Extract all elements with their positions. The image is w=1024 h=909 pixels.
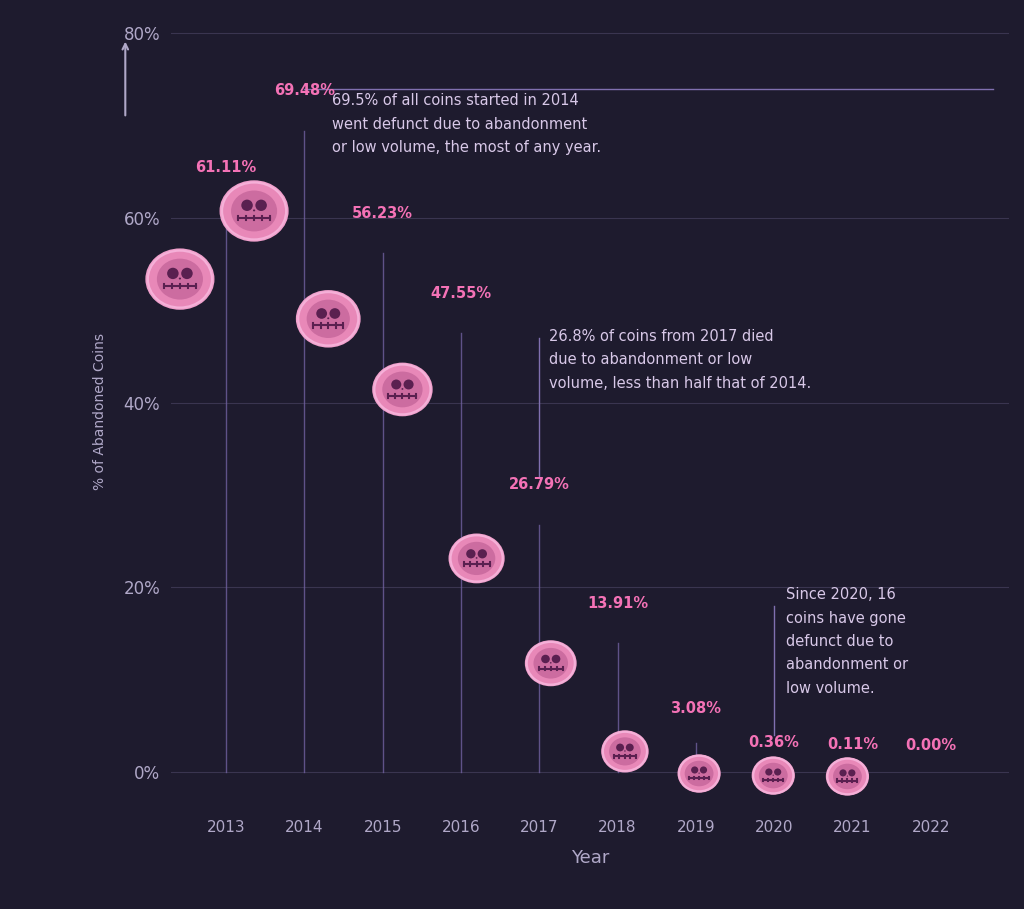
Text: 0.11%: 0.11% (826, 737, 878, 753)
Text: % of Abandoned Coins: % of Abandoned Coins (93, 334, 108, 490)
Text: 13.91%: 13.91% (587, 596, 648, 611)
Text: 0.00%: 0.00% (905, 738, 956, 754)
Text: 56.23%: 56.23% (352, 205, 414, 221)
Text: 26.8% of coins from 2017 died
due to abandonment or low
volume, less than half t: 26.8% of coins from 2017 died due to aba… (549, 329, 811, 391)
X-axis label: Year: Year (571, 849, 609, 866)
Text: 26.79%: 26.79% (509, 477, 569, 493)
Text: 69.48%: 69.48% (274, 84, 335, 98)
Text: Since 2020, 16
coins have gone
defunct due to
abandonment or
low volume.: Since 2020, 16 coins have gone defunct d… (785, 587, 908, 695)
Text: 0.36%: 0.36% (749, 735, 800, 750)
Text: 3.08%: 3.08% (671, 701, 721, 715)
Text: 47.55%: 47.55% (430, 285, 492, 301)
Text: 69.5% of all coins started in 2014
went defunct due to abandonment
or low volume: 69.5% of all coins started in 2014 went … (332, 94, 601, 155)
Text: 61.11%: 61.11% (196, 161, 257, 175)
